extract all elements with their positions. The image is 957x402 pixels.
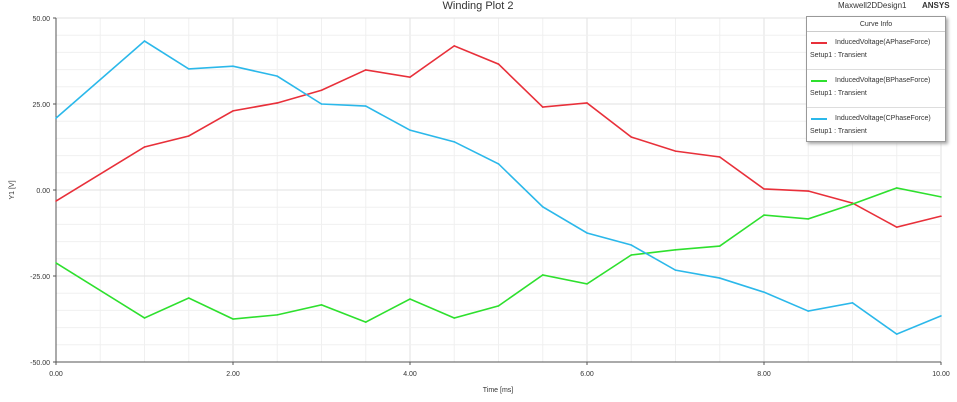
x-tick-label: 4.00 (403, 371, 417, 378)
data-point-0 (232, 110, 234, 112)
data-point-1 (320, 304, 323, 306)
legend-label: InducedVoltage(CPhaseForce) (835, 115, 931, 122)
data-point-2 (364, 105, 367, 107)
data-point-2 (453, 141, 456, 143)
data-point-2 (718, 277, 721, 279)
data-point-1 (232, 318, 234, 320)
data-point-1 (364, 321, 367, 323)
series-line-1 (55, 187, 942, 323)
legend-label: InducedVoltage(APhaseForce) (835, 39, 931, 46)
data-point-2 (674, 269, 677, 271)
x-tick-label: 2.00 (226, 371, 240, 378)
data-point-0 (497, 63, 500, 65)
legend[interactable]: Curve Info InducedVoltage(APhaseForce) Se… (806, 16, 946, 142)
x-axis-label: Time [ms] (483, 387, 514, 394)
data-point-0 (453, 45, 456, 47)
x-tick-label: 8.00 (757, 371, 771, 378)
data-point-2 (143, 40, 146, 42)
y-tick-label: -25.00 (30, 274, 50, 281)
data-point-0 (807, 190, 810, 192)
chart-title: Winding Plot 2 (443, 0, 514, 12)
data-point-0 (940, 215, 942, 217)
data-point-1 (674, 249, 677, 251)
legend-swatch (811, 80, 827, 82)
data-point-0 (55, 200, 57, 202)
legend-setup: Setup1 : Transient (810, 90, 867, 97)
legend-label: InducedVoltage(BPhaseForce) (835, 77, 931, 84)
data-point-2 (630, 244, 633, 246)
legend-swatch (811, 118, 827, 120)
data-point-2 (409, 129, 411, 131)
data-point-0 (541, 106, 544, 108)
brand-logo: ANSYS (922, 1, 950, 10)
data-point-1 (187, 297, 190, 299)
data-point-0 (187, 135, 190, 137)
y-axis-label: Y1 [V] (9, 180, 16, 199)
legend-item-c[interactable]: InducedVoltage(CPhaseForce) Setup1 : Tran… (807, 108, 945, 145)
axes: 50.00 25.00 0.00 -25.00 -50.00 0.00 2.00 4.00 6.… (30, 16, 950, 378)
data-point-0 (895, 226, 898, 228)
data-point-2 (940, 315, 942, 317)
legend-item-b[interactable]: InducedVoltage(BPhaseForce) Setup1 : Tran… (807, 70, 945, 108)
data-point-0 (674, 150, 677, 152)
data-point-0 (718, 156, 721, 158)
legend-setup: Setup1 : Transient (810, 52, 867, 59)
data-point-1 (586, 283, 588, 285)
data-point-2 (497, 163, 500, 165)
data-point-0 (143, 146, 146, 148)
data-point-0 (763, 188, 765, 190)
data-point-2 (187, 68, 190, 70)
data-point-1 (143, 317, 146, 319)
data-point-0 (630, 136, 633, 138)
data-point-1 (718, 245, 721, 247)
data-point-2 (276, 75, 279, 77)
data-point-1 (895, 187, 898, 189)
data-point-0 (276, 102, 279, 104)
y-tick-label: -50.00 (30, 360, 50, 367)
data-point-0 (409, 76, 411, 78)
legend-setup: Setup1 : Transient (810, 128, 867, 135)
y-tick-label: 50.00 (32, 16, 50, 23)
legend-swatch (811, 42, 827, 44)
data-point-1 (940, 196, 942, 198)
data-point-1 (541, 274, 544, 276)
data-point-1 (763, 214, 765, 216)
data-point-2 (586, 232, 588, 234)
data-point-2 (895, 333, 898, 335)
data-point-2 (55, 117, 57, 119)
x-tick-label: 10.00 (932, 371, 950, 378)
design-name: Maxwell2DDesign1 (838, 1, 907, 10)
data-point-1 (453, 317, 456, 319)
data-point-2 (320, 103, 323, 105)
data-point-1 (630, 254, 633, 256)
data-point-0 (586, 102, 588, 104)
data-point-1 (55, 262, 57, 264)
data-point-2 (541, 206, 544, 208)
data-point-1 (497, 305, 500, 307)
series-line-2 (55, 40, 942, 336)
x-tick-label: 6.00 (580, 371, 594, 378)
data-point-2 (851, 302, 854, 304)
data-point-1 (807, 218, 810, 220)
series-line-0 (55, 44, 942, 229)
data-point-2 (807, 310, 810, 312)
legend-title: Curve Info (807, 17, 945, 32)
y-tick-label: 0.00 (36, 188, 50, 195)
x-tick-label: 0.00 (49, 371, 63, 378)
legend-item-a[interactable]: InducedVoltage(APhaseForce) Setup1 : Tran… (807, 32, 945, 70)
data-point-1 (276, 314, 279, 316)
data-point-2 (763, 291, 765, 293)
data-point-0 (364, 69, 367, 71)
data-point-1 (409, 298, 411, 300)
y-tick-label: 25.00 (32, 102, 50, 109)
data-point-2 (232, 65, 234, 67)
grid (55, 17, 942, 363)
data-point-0 (320, 89, 323, 92)
data-point-1 (851, 203, 854, 205)
